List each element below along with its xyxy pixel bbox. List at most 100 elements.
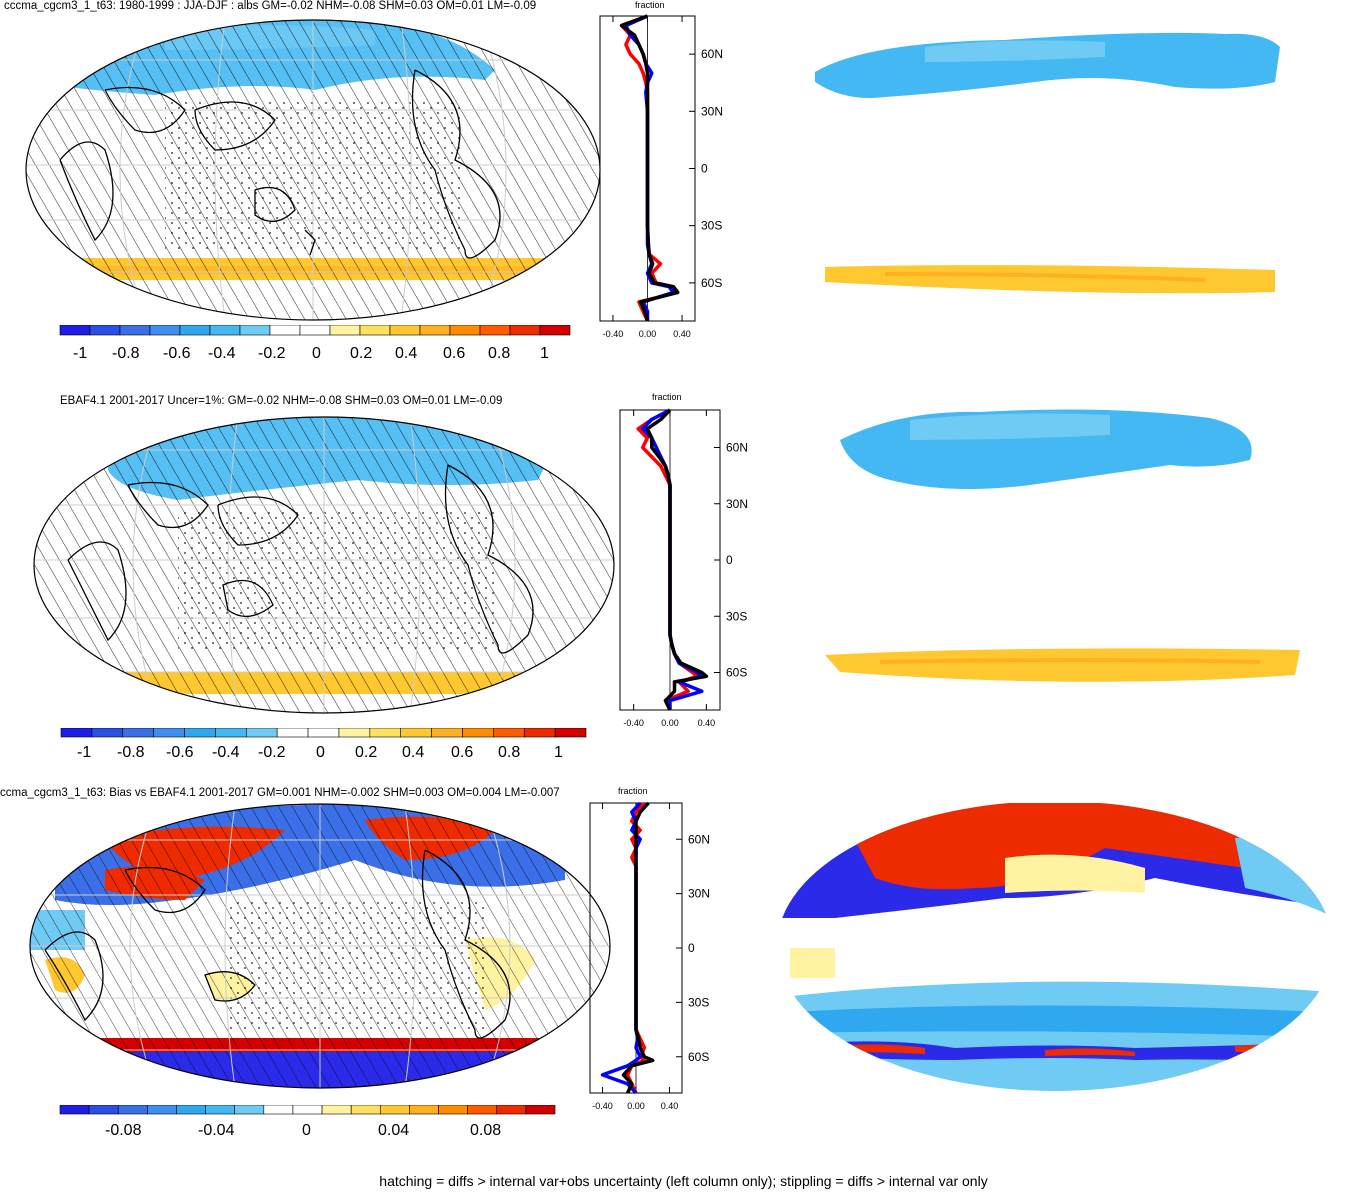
x-tick-label: -0.40 — [603, 329, 624, 339]
panel-1-colorbar — [59, 325, 571, 336]
colorbar-cell — [389, 325, 421, 336]
profile-series-line — [619, 14, 680, 322]
panel-3-title: ccma_cgcm3_1_t63: Bias vs EBAF4.1 2001-2… — [0, 787, 560, 799]
colorbar-cell — [525, 1105, 556, 1115]
panel-2-colorbar-labels: -1 -0.8 -0.6 -0.4 -0.2 0 0.2 0.4 0.6 0.8… — [60, 744, 590, 764]
cb1-label-3: -0.4 — [208, 345, 236, 362]
colorbar-cell — [523, 728, 556, 738]
x-tick-label: 0.40 — [673, 329, 691, 339]
panel-1-title: cccma_cgcm3_1_t63: 1980-1999 : JJA-DJF :… — [4, 0, 537, 12]
profile-series-line — [645, 408, 709, 711]
cb2-label-1: -0.8 — [117, 744, 145, 761]
y-tick-label: 30N — [688, 887, 710, 901]
colorbar-cell — [245, 728, 278, 738]
colorbar-cell — [338, 728, 371, 738]
y-tick-label: 60S — [701, 276, 722, 290]
colorbar-cell — [379, 1105, 410, 1115]
colorbar-cell — [479, 325, 511, 336]
x-tick-label: 0.00 — [627, 1101, 645, 1111]
colorbar-cell — [234, 1105, 265, 1115]
y-tick-label: 60N — [701, 47, 723, 61]
colorbar-cell — [321, 1105, 352, 1115]
colorbar-cell — [329, 325, 361, 336]
colorbar-cell — [400, 728, 432, 738]
panel-3-profile: 60N 30N 0 30S 60S -0.40 0.00 0.40 — [589, 801, 710, 1111]
cb2-label-8: 0.6 — [451, 744, 474, 761]
colorbar-cell — [307, 728, 340, 738]
cb2-label-6: 0.2 — [355, 744, 378, 761]
cb2-label-9: 0.8 — [498, 744, 521, 761]
cb3-label-0: -0.08 — [105, 1122, 142, 1139]
colorbar-cell — [539, 325, 571, 336]
cb3-label-4: 0.08 — [470, 1122, 502, 1139]
x-tick-label: 0.00 — [639, 329, 657, 339]
colorbar-cell — [239, 325, 271, 336]
colorbar-cell — [299, 325, 331, 336]
colorbar-cell — [493, 728, 525, 738]
cb2-label-10: 1 — [554, 744, 563, 761]
y-tick-label: 30S — [701, 219, 722, 233]
colorbar-cell — [462, 728, 494, 738]
colorbar-cell — [147, 1105, 177, 1115]
panel-1-map — [25, 19, 601, 321]
y-tick-label: 30S — [688, 995, 709, 1009]
cb2-label-2: -0.6 — [166, 744, 194, 761]
panel-2-profile: 60N 30N 0 30S 60S -0.40 0.00 0.40 — [619, 408, 748, 728]
colorbar-cell — [209, 325, 241, 336]
x-tick-label: -0.40 — [623, 718, 644, 728]
panel-2-title: EBAF4.1 2001-2017 Uncer=1%: GM=-0.02 NHM… — [60, 395, 503, 407]
colorbar-cell — [119, 325, 151, 336]
y-tick-label: 60S — [726, 666, 747, 680]
cb1-label-8: 0.6 — [443, 345, 466, 362]
cb2-label-3: -0.4 — [212, 744, 240, 761]
colorbar-cell — [419, 325, 451, 336]
panel-3-profile-title: fraction — [618, 786, 648, 796]
y-tick-label: 0 — [688, 941, 695, 955]
cb1-label-6: 0.2 — [350, 345, 373, 362]
panel-3-right-map — [777, 801, 1333, 1091]
y-tick-label: 60S — [688, 1050, 709, 1064]
y-tick-label: 60N — [726, 441, 748, 455]
panel-2-profile-title: fraction — [652, 392, 682, 402]
cb1-label-9: 0.8 — [488, 345, 511, 362]
x-tick-label: 0.00 — [661, 718, 679, 728]
panel-1-profile-title: fraction — [635, 0, 665, 10]
cb2-label-0: -1 — [77, 744, 92, 761]
colorbar-cell — [496, 1105, 527, 1115]
panel-1-right-map — [815, 32, 1280, 294]
colorbar-cell — [292, 1105, 323, 1115]
colorbar-cell — [122, 728, 154, 738]
colorbar-cell — [59, 325, 91, 336]
colorbar-cell — [149, 325, 181, 336]
profile-series-line — [621, 801, 655, 1094]
colorbar-cell — [263, 1105, 294, 1115]
colorbar-cell — [60, 728, 93, 738]
cb3-label-1: -0.04 — [198, 1122, 235, 1139]
colorbar-cell — [153, 728, 185, 738]
colorbar-cell — [176, 1105, 206, 1115]
y-tick-label: 60N — [688, 832, 710, 846]
colorbar-cell — [215, 728, 247, 738]
panel-1-colorbar-cells — [59, 325, 571, 336]
y-tick-label: 0 — [701, 162, 708, 176]
colorbar-cell — [350, 1105, 381, 1115]
cb1-label-4: -0.2 — [258, 345, 286, 362]
cb1-label-10: 1 — [540, 345, 549, 362]
panel-3-map — [29, 803, 611, 1089]
colorbar-cell — [276, 728, 309, 738]
colorbar-cell — [509, 325, 541, 336]
cb3-label-2: 0 — [302, 1122, 311, 1139]
y-tick-label: 30N — [701, 104, 723, 118]
colorbar-cell — [89, 325, 121, 336]
y-tick-label: 0 — [726, 553, 733, 567]
colorbar-cell — [554, 728, 587, 738]
colorbar-cell — [205, 1105, 236, 1115]
cb1-label-2: -0.6 — [163, 345, 191, 362]
x-tick-label: -0.40 — [592, 1101, 613, 1111]
cb1-label-5: 0 — [312, 345, 321, 362]
colorbar-cell — [467, 1105, 498, 1115]
colorbar-cell — [88, 1105, 119, 1115]
x-tick-label: 0.40 — [661, 1101, 679, 1111]
colorbar-cell — [91, 728, 124, 738]
cb1-label-0: -1 — [73, 345, 88, 362]
